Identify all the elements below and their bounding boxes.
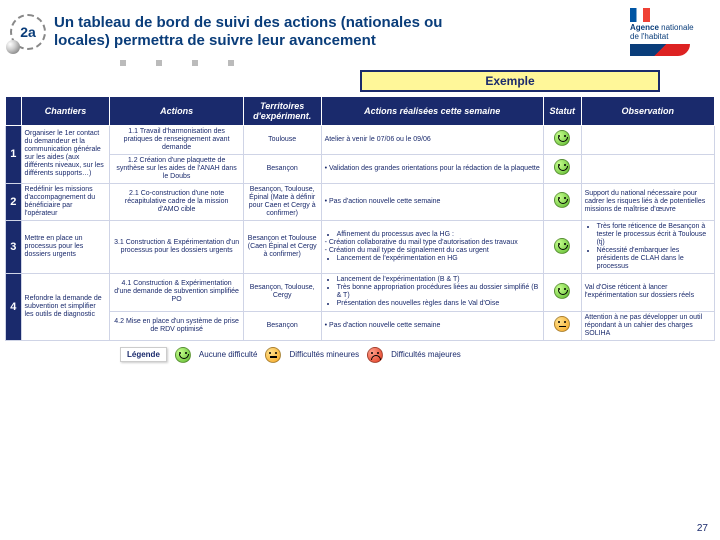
logo-text-2: nationale	[661, 23, 693, 32]
cell-observation	[581, 154, 714, 183]
cell-realisee: Lancement de l'expérimentation (B & T) T…	[321, 274, 543, 311]
row-number: 4	[6, 274, 22, 340]
col-chantiers: Chantiers	[21, 96, 110, 125]
legend-none: Aucune difficulté	[199, 350, 258, 359]
cell-realisee: Affinement du processus avec la HG : - C…	[321, 221, 543, 274]
slide-header: 2a Un tableau de bord de suivi des actio…	[0, 0, 720, 60]
col-observation: Observation	[581, 96, 714, 125]
table-row: 1 Organiser le 1er contact du demandeur …	[6, 125, 715, 154]
table-row: 1.2 Création d'une plaquette de synthèse…	[6, 154, 715, 183]
cell-chantier: Refondre la demande de subvention et sim…	[21, 274, 110, 340]
subline: - Création du mail type de signalement d…	[325, 247, 540, 255]
cell-statut	[543, 125, 581, 154]
page-number: 27	[697, 523, 708, 534]
cell-territoire: Besançon, Toulouse, Épinal (Mate à défin…	[243, 183, 321, 220]
smiley-green-icon	[175, 347, 191, 363]
cell-chantier: Redéfinir les missions d'accompagnement …	[21, 183, 110, 220]
cell-observation	[581, 125, 714, 154]
smiley-green-icon	[554, 159, 570, 175]
slide-title: Un tableau de bord de suivi des actions …	[54, 14, 630, 50]
cell-realisee: • Pas d'action nouvelle cette semaine	[321, 183, 543, 220]
cell-realisee: • Pas d'action nouvelle cette semaine	[321, 311, 543, 340]
col-num	[6, 96, 22, 125]
col-actions: Actions	[110, 96, 243, 125]
cell-observation: Très forte réticence de Besançon à teste…	[581, 221, 714, 274]
bullet: Nécessité d'embarquer les présidents de …	[597, 247, 711, 271]
dashboard-table: Chantiers Actions Territoires d'expérime…	[5, 96, 715, 341]
exemple-banner: Exemple	[360, 70, 660, 92]
cell-action: 3.1 Construction & Expérimentation d'un …	[110, 221, 243, 274]
smiley-red-icon	[367, 347, 383, 363]
bullet: Présentation des nouvelles règles dans l…	[337, 300, 540, 308]
agency-logo: Agence nationale de l'habitat	[630, 8, 710, 56]
title-line-1: Un tableau de bord de suivi des actions …	[54, 14, 442, 31]
cell-chantier: Organiser le 1er contact du demandeur et…	[21, 125, 110, 183]
subline: - Création collaborative du mail type d'…	[325, 239, 540, 247]
table-row: 3 Mettre en place un processus pour les …	[6, 221, 715, 274]
cell-action: 1.1 Travail d'harmonisation des pratique…	[110, 125, 243, 154]
cell-statut	[543, 274, 581, 311]
flag-icon	[630, 8, 650, 22]
logo-swoosh	[630, 44, 690, 56]
cell-territoire: Besançon, Toulouse, Cergy	[243, 274, 321, 311]
bullet: Lancement de l'expérimentation en HG	[337, 255, 540, 263]
legend-major: Difficultés majeures	[391, 350, 461, 359]
cell-action: 4.2 Mise en place d'un système de prise …	[110, 311, 243, 340]
cell-territoire: Besançon et Toulouse (Caen Épinal et Cer…	[243, 221, 321, 274]
row-number: 3	[6, 221, 22, 274]
smiley-orange-icon	[265, 347, 281, 363]
logo-text-1: Agence	[630, 23, 659, 32]
cell-observation: Val d'Oise réticent à lancer l'expérimen…	[581, 274, 714, 311]
row-number: 1	[6, 125, 22, 183]
cell-territoire: Besançon	[243, 311, 321, 340]
legend-label: Légende	[120, 347, 167, 362]
bullet: Très bonne appropriation procédures liée…	[337, 284, 540, 300]
cell-territoire: Besançon	[243, 154, 321, 183]
cell-realisee: • Validation des grandes orientations po…	[321, 154, 543, 183]
bullet: Très forte réticence de Besançon à teste…	[597, 223, 711, 247]
smiley-green-icon	[554, 283, 570, 299]
table-header-row: Chantiers Actions Territoires d'expérime…	[6, 96, 715, 125]
cell-chantier: Mettre en place un processus pour les do…	[21, 221, 110, 274]
table-row: 2 Redéfinir les missions d'accompagnemen…	[6, 183, 715, 220]
cell-statut	[543, 183, 581, 220]
table-row: 4.2 Mise en place d'un système de prise …	[6, 311, 715, 340]
legend-minor: Difficultés mineures	[289, 350, 359, 359]
col-statut: Statut	[543, 96, 581, 125]
decorative-dots	[0, 60, 720, 70]
section-badge: 2a	[10, 14, 46, 50]
cell-statut	[543, 221, 581, 274]
cell-action: 4.1 Construction & Expérimentation d'une…	[110, 274, 243, 311]
cell-action: 1.2 Création d'une plaquette de synthèse…	[110, 154, 243, 183]
bullet: Affinement du processus avec la HG :	[337, 231, 540, 239]
legend: Légende Aucune difficulté Difficultés mi…	[0, 341, 720, 363]
bullet: Lancement de l'expérimentation (B & T)	[337, 276, 540, 284]
cell-observation: Support du national nécessaire pour cadr…	[581, 183, 714, 220]
row-number: 2	[6, 183, 22, 220]
smiley-orange-icon	[554, 316, 570, 332]
title-line-2: locales) permettra de suivre leur avance…	[54, 32, 376, 49]
smiley-green-icon	[554, 192, 570, 208]
cell-statut	[543, 311, 581, 340]
cell-realisee: Atelier à venir le 07/06 ou le 09/06	[321, 125, 543, 154]
col-territoires: Territoires d'expériment.	[243, 96, 321, 125]
cell-territoire: Toulouse	[243, 125, 321, 154]
table-row: 4 Refondre la demande de subvention et s…	[6, 274, 715, 311]
cell-observation: Attention à ne pas développer un outil r…	[581, 311, 714, 340]
smiley-green-icon	[554, 238, 570, 254]
smiley-green-icon	[554, 130, 570, 146]
cell-action: 2.1 Co-construction d'une note récapitul…	[110, 183, 243, 220]
cell-statut	[543, 154, 581, 183]
logo-text-3: de l'habitat	[630, 32, 668, 41]
col-realisees: Actions réalisées cette semaine	[321, 96, 543, 125]
